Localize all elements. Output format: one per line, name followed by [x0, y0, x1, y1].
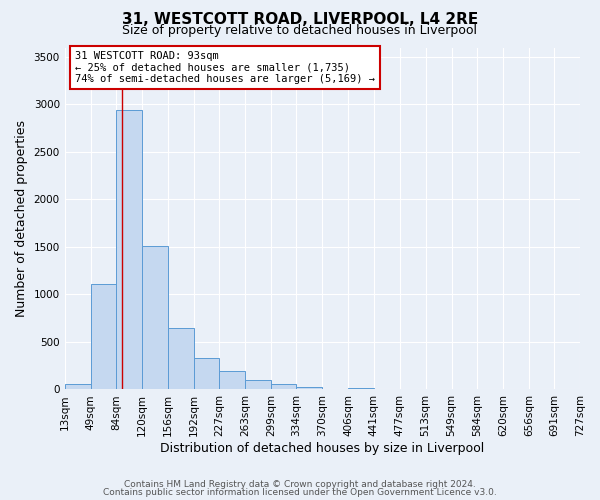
Text: Contains HM Land Registry data © Crown copyright and database right 2024.: Contains HM Land Registry data © Crown c…	[124, 480, 476, 489]
Bar	[271, 384, 296, 390]
Text: Size of property relative to detached houses in Liverpool: Size of property relative to detached ho…	[122, 24, 478, 37]
Bar	[349, 388, 374, 390]
Bar	[168, 328, 194, 390]
Bar	[245, 380, 271, 390]
Text: 31 WESTCOTT ROAD: 93sqm
← 25% of detached houses are smaller (1,735)
74% of semi: 31 WESTCOTT ROAD: 93sqm ← 25% of detache…	[75, 51, 375, 84]
Y-axis label: Number of detached properties: Number of detached properties	[15, 120, 28, 317]
Bar	[296, 386, 322, 390]
Bar	[194, 358, 219, 390]
Bar	[142, 246, 168, 390]
Text: Contains public sector information licensed under the Open Government Licence v3: Contains public sector information licen…	[103, 488, 497, 497]
X-axis label: Distribution of detached houses by size in Liverpool: Distribution of detached houses by size …	[160, 442, 484, 455]
Text: 31, WESTCOTT ROAD, LIVERPOOL, L4 2RE: 31, WESTCOTT ROAD, LIVERPOOL, L4 2RE	[122, 12, 478, 28]
Bar	[65, 384, 91, 390]
Bar	[219, 371, 245, 390]
Bar	[91, 284, 116, 390]
Bar	[116, 110, 142, 390]
